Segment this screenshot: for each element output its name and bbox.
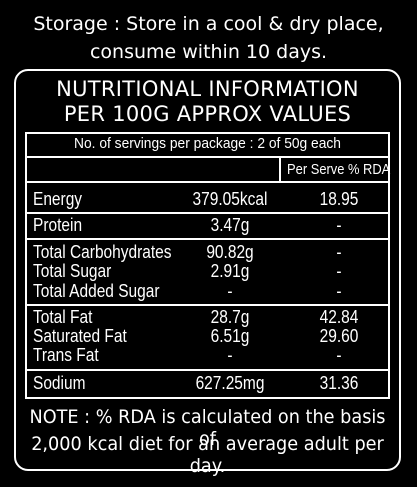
row-name-saturated-fat: Saturated Fat (33, 326, 127, 346)
protein-divider (25, 238, 390, 240)
row-amount-energy: 379.05kcal (192, 189, 268, 209)
row-amount-total-sugar: 2.91g (210, 261, 250, 281)
storage-line-1: Storage : Store in a cool & dry place, (33, 13, 384, 35)
row-amount-total-carbohydrates: 90.82g (206, 242, 254, 262)
header-column-divider (279, 156, 281, 183)
row-amount-trans-fat: - (227, 345, 233, 365)
rda-note-line-2: 2,000 kcal diet for an average adult per… (31, 433, 384, 477)
row-amount-total-fat: 28.7g (210, 307, 250, 327)
row-rda-energy: 18.95 (319, 189, 359, 209)
table-top-border (25, 132, 390, 134)
row-name-total-fat: Total Fat (33, 307, 93, 327)
table-right-border (388, 132, 390, 399)
table-bottom-border (25, 397, 390, 399)
servings-divider (25, 156, 390, 158)
nutrition-title-line-1: NUTRITIONAL INFORMATION (56, 77, 359, 101)
table-left-border (25, 132, 27, 399)
row-rda-total-sugar: - (336, 261, 342, 281)
energy-divider (25, 212, 390, 214)
nutrition-panel (14, 69, 401, 471)
storage-line-2: consume within 10 days. (89, 41, 328, 63)
row-rda-sodium: 31.36 (319, 373, 359, 393)
row-name-total-carbohydrates: Total Carbohydrates (33, 242, 172, 262)
row-rda-total-added-sugar: - (336, 281, 342, 301)
row-name-total-sugar: Total Sugar (33, 261, 112, 281)
rda-column-header: Per Serve % RDA (287, 161, 391, 178)
row-rda-trans-fat: - (336, 345, 342, 365)
row-amount-sodium: 627.25mg (195, 373, 265, 393)
row-rda-total-carbohydrates: - (336, 242, 342, 262)
row-name-total-added-sugar: Total Added Sugar (33, 281, 160, 301)
servings-per-package: No. of servings per package : 2 of 50g e… (74, 135, 341, 152)
row-amount-protein: 3.47g (210, 215, 250, 235)
carbs-divider (25, 304, 390, 306)
rda-note-line-1: NOTE : % RDA is calculated on the basis … (29, 406, 386, 450)
fat-divider (25, 369, 390, 371)
row-amount-total-added-sugar: - (227, 281, 233, 301)
row-name-protein: Protein (33, 215, 83, 235)
row-rda-saturated-fat: 29.60 (319, 326, 359, 346)
row-rda-total-fat: 42.84 (319, 307, 359, 327)
row-amount-saturated-fat: 6.51g (210, 326, 250, 346)
row-name-sodium: Sodium (33, 373, 86, 393)
row-name-energy: Energy (33, 189, 83, 209)
row-rda-protein: - (336, 215, 342, 235)
row-name-trans-fat: Trans Fat (33, 345, 99, 365)
header-divider (25, 181, 390, 183)
nutrition-title-line-2: PER 100G APPROX VALUES (63, 102, 352, 126)
